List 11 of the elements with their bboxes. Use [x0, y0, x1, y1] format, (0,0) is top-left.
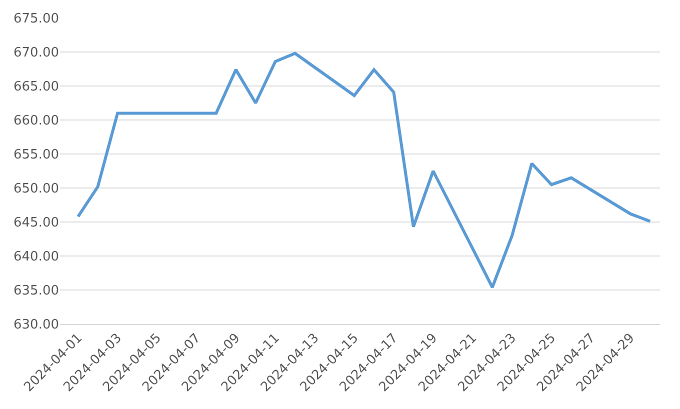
y-tick-label: 670.00 [14, 46, 59, 61]
y-tick-label: 630.00 [14, 318, 59, 333]
y-tick-label: 675.00 [14, 12, 59, 27]
y-tick-label: 640.00 [14, 250, 59, 265]
y-tick-label: 655.00 [14, 148, 59, 163]
y-tick-label: 635.00 [14, 284, 59, 299]
y-tick-label: 645.00 [14, 216, 59, 231]
line-series [76, 52, 652, 289]
y-tick-label: 660.00 [14, 114, 59, 129]
y-tick-label: 650.00 [14, 182, 59, 197]
y-tick-label: 665.00 [14, 80, 59, 95]
